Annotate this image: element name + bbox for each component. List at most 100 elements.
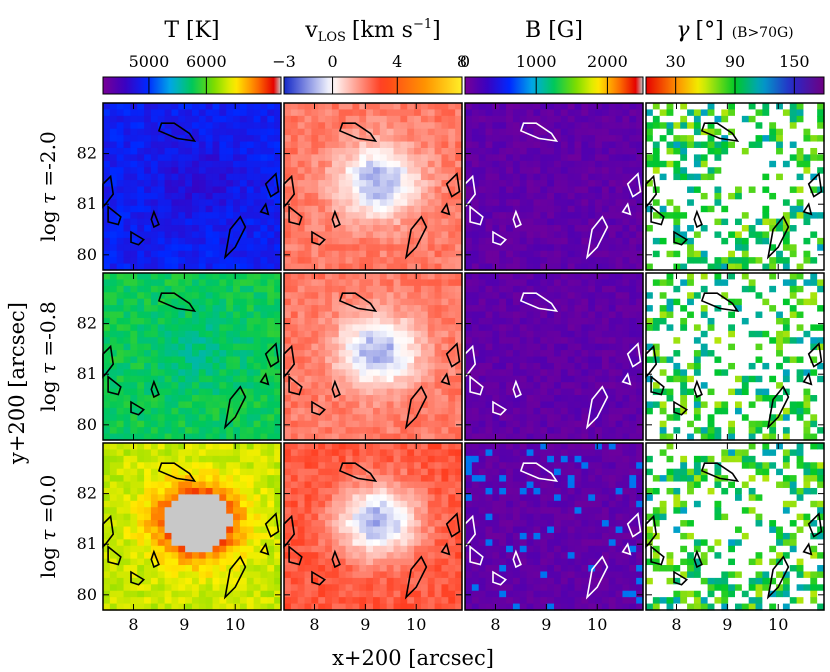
field-cell: [260, 343, 268, 351]
field-cell: [533, 212, 541, 220]
field-cell: [574, 186, 582, 194]
field-cell: [554, 257, 562, 265]
field-cell: [608, 160, 617, 168]
field-cell: [560, 375, 569, 383]
field-cell: [219, 433, 227, 441]
field-cell: [198, 279, 207, 287]
field-cell: [533, 167, 541, 175]
field-cell: [547, 257, 555, 265]
field-cell: [144, 292, 152, 300]
field-cell: [629, 433, 637, 441]
field-cell: [506, 218, 514, 226]
field-cell: [253, 317, 262, 325]
field-cell: [588, 343, 596, 351]
field-cell: [601, 180, 610, 188]
field-cell: [260, 350, 268, 358]
field-cell: [109, 350, 118, 358]
contour-line: [223, 215, 247, 260]
field-cell: [588, 273, 596, 281]
field-cell: [622, 414, 630, 422]
field-cell: [741, 115, 750, 123]
field-cell: [465, 285, 473, 293]
field-cell: [567, 122, 576, 130]
field-cell: [379, 382, 388, 390]
field-cell: [622, 135, 630, 143]
field-cell: [109, 388, 118, 396]
field-cell: [338, 173, 347, 181]
field-cell: [533, 154, 541, 162]
field-cell: [441, 343, 449, 351]
field-cell: [331, 279, 340, 287]
field-cell: [652, 279, 661, 287]
field-cell: [499, 273, 507, 281]
field-cell: [116, 362, 125, 370]
field-cell: [629, 244, 637, 252]
field-cell: [253, 343, 262, 351]
field-cell: [233, 212, 241, 220]
field-cell: [331, 180, 340, 188]
y-tick-label: 81: [77, 194, 97, 213]
field-cell: [519, 330, 528, 338]
field-cell: [721, 263, 729, 271]
field-cell: [581, 128, 589, 136]
field-cell: [274, 420, 282, 428]
panel-vlos-row1: [283, 272, 463, 441]
field-cell: [103, 135, 111, 143]
field-cell: [554, 317, 562, 325]
field-cell: [407, 263, 415, 271]
field-cell: [318, 420, 326, 428]
field-cell: [465, 244, 473, 252]
field-cell: [239, 356, 248, 364]
field-cell: [721, 212, 729, 220]
field-cell: [471, 109, 480, 117]
field-cell: [560, 369, 569, 377]
field-cell: [198, 167, 207, 175]
field-cell: [547, 369, 555, 377]
field-cell: [782, 244, 791, 252]
field-cell: [519, 263, 528, 271]
field-cell: [803, 109, 811, 117]
field-cell: [519, 115, 528, 123]
field-cell: [448, 180, 456, 188]
field-cell: [157, 375, 166, 383]
field-cell: [386, 414, 395, 422]
field-cell: [595, 257, 603, 265]
field-cell: [485, 192, 493, 200]
field-cell: [485, 147, 493, 155]
field-cell: [714, 205, 722, 213]
field-cell: [789, 115, 798, 123]
field-cell: [164, 362, 173, 370]
field-cell: [434, 199, 443, 207]
field-cell: [311, 103, 319, 111]
field-cell: [393, 154, 401, 162]
field-cell: [171, 317, 179, 325]
field-cell: [192, 103, 200, 111]
field-cell: [512, 199, 521, 207]
field-cell: [465, 135, 473, 143]
field-cell: [318, 257, 326, 265]
field-cell: [274, 135, 282, 143]
field-cell: [198, 109, 207, 117]
field-cell: [533, 273, 541, 281]
field-cell: [318, 263, 326, 271]
field-cell: [284, 324, 292, 332]
field-cell: [420, 160, 429, 168]
field-cell: [393, 128, 401, 136]
field-cell: [636, 369, 644, 377]
field-cell: [448, 311, 456, 319]
field-cell: [198, 173, 207, 181]
field-cell: [595, 382, 603, 390]
field-cell: [274, 273, 282, 281]
field-cell: [137, 292, 145, 300]
field-cell: [448, 375, 456, 383]
field-cell: [652, 103, 661, 111]
field-cell: [547, 395, 555, 403]
field-cell: [448, 212, 456, 220]
field-cell: [171, 244, 179, 252]
field-cell: [595, 337, 603, 345]
field-cell: [212, 212, 220, 220]
field-cell: [205, 388, 214, 396]
field-cell: [150, 350, 159, 358]
field-cell: [304, 205, 312, 213]
field-cell: [817, 205, 825, 213]
